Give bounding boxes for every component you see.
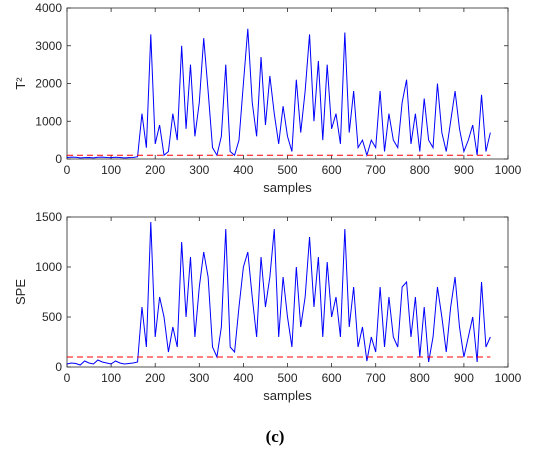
x-tick-label: 900 [454, 371, 474, 385]
x-tick-label: 1000 [495, 163, 522, 177]
y-tick-label: 1000 [35, 114, 62, 128]
x-tick-label: 800 [410, 371, 430, 385]
x-tick-label: 600 [322, 163, 342, 177]
data-line [66, 28, 491, 159]
x-tick-label: 900 [454, 163, 474, 177]
y-tick-label: 0 [55, 360, 62, 374]
x-tick-label: 500 [277, 371, 297, 385]
x-tick-label: 0 [64, 371, 71, 385]
y-tick-label: 500 [42, 310, 62, 324]
x-tick-label: 200 [145, 371, 165, 385]
x-tick-label: 600 [322, 371, 342, 385]
x-tick-label: 400 [233, 163, 253, 177]
x-tick-label: 300 [189, 371, 209, 385]
y-tick-label: 1500 [35, 210, 62, 224]
x-tick-label: 0 [64, 163, 71, 177]
x-tick-label: 800 [410, 163, 430, 177]
x-axis-label: samples [263, 388, 312, 403]
y-tick-label: 2000 [35, 77, 62, 91]
x-tick-label: 200 [145, 163, 165, 177]
x-tick-label: 500 [277, 163, 297, 177]
x-axis-label: samples [263, 180, 312, 195]
x-tick-label: 700 [366, 163, 386, 177]
y-tick-label: 3000 [35, 39, 62, 53]
x-tick-label: 700 [366, 371, 386, 385]
x-tick-label: 1000 [495, 371, 522, 385]
x-tick-label: 300 [189, 163, 209, 177]
y-tick-label: 1000 [35, 260, 62, 274]
x-tick-label: 100 [101, 371, 121, 385]
caption: (c) [266, 427, 285, 446]
y-tick-label: 4000 [35, 1, 62, 15]
x-tick-label: 100 [101, 163, 121, 177]
y-tick-label: 0 [55, 152, 62, 166]
plot-area [66, 216, 509, 368]
x-tick-label: 400 [233, 371, 253, 385]
y-axis-label: T² [13, 77, 28, 90]
y-axis-label: SPE [13, 279, 28, 305]
